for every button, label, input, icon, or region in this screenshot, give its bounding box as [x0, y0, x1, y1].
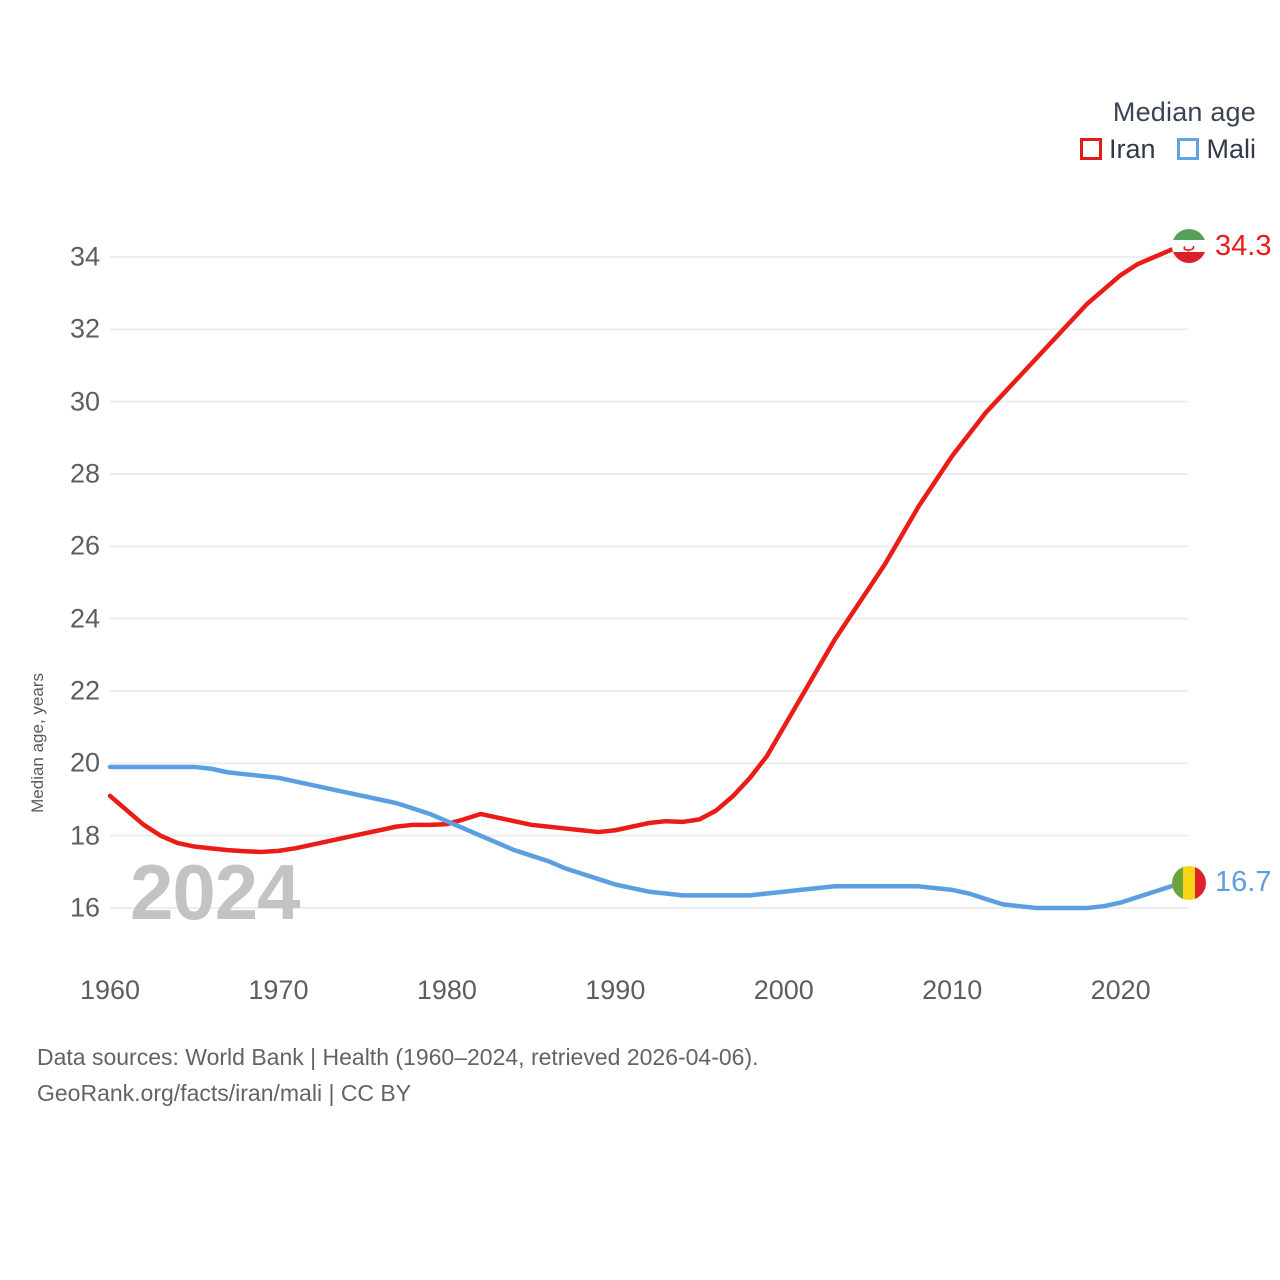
y-axis-ticks: 16 18 20 22 24 26 28 30 32 34: [25, 0, 100, 1280]
x-tick-label: 2010: [922, 975, 983, 1005]
y-tick-label: 26: [69, 530, 100, 561]
mali-flag-icon: [1172, 865, 1206, 900]
series-line-iran: [107, 243, 1191, 855]
x-tick-label: 1960: [79, 975, 141, 1005]
legend-items: Iran Mali: [1079, 133, 1256, 164]
legend-title: Median age: [1112, 97, 1256, 127]
iran-endpoint: ب 34.3: [1172, 229, 1272, 264]
legend-label-mali: Mali: [1206, 133, 1256, 164]
y-tick-label: 32: [69, 313, 100, 344]
x-tick-label: 2000: [753, 975, 814, 1005]
chart-footer: Data sources: World Bank | Health (1960–…: [37, 1040, 759, 1111]
x-tick-label: 1970: [248, 975, 309, 1005]
mali-endpoint: 16.7: [1172, 865, 1272, 900]
y-tick-label: 16: [69, 892, 100, 923]
x-tick-label: 1990: [585, 975, 646, 1005]
chart-legend: Median age Iran Mali: [1079, 97, 1256, 164]
footer-sources-line: Data sources: World Bank | Health (1960–…: [37, 1044, 759, 1070]
mali-end-value: 16.7: [1215, 866, 1272, 899]
y-tick-label: 20: [69, 747, 100, 778]
y-tick-label: 28: [69, 458, 100, 489]
x-tick-label: 1980: [416, 975, 477, 1005]
y-tick-label: 18: [69, 820, 100, 851]
y-tick-label: 34: [69, 241, 100, 272]
y-tick-label: 24: [69, 603, 100, 634]
iran-end-value: 34.3: [1215, 229, 1272, 262]
series-line-mali: [107, 764, 1191, 911]
iran-flag-icon: ب: [1172, 229, 1206, 264]
legend-item-iran[interactable]: Iran: [1079, 133, 1156, 164]
year-watermark: 2024: [130, 848, 301, 936]
y-tick-label: 22: [69, 675, 100, 706]
footer-attribution-line: GeoRank.org/facts/iran/mali | CC BY: [37, 1079, 412, 1106]
legend-item-mali[interactable]: Mali: [1177, 133, 1256, 164]
legend-swatch-icon-iran: [1079, 138, 1102, 161]
legend-swatch-icon-mali: [1177, 138, 1200, 161]
x-tick-label: 2020: [1090, 975, 1151, 1005]
y-tick-label: 30: [69, 386, 100, 417]
legend-label-iran: Iran: [1108, 133, 1156, 164]
